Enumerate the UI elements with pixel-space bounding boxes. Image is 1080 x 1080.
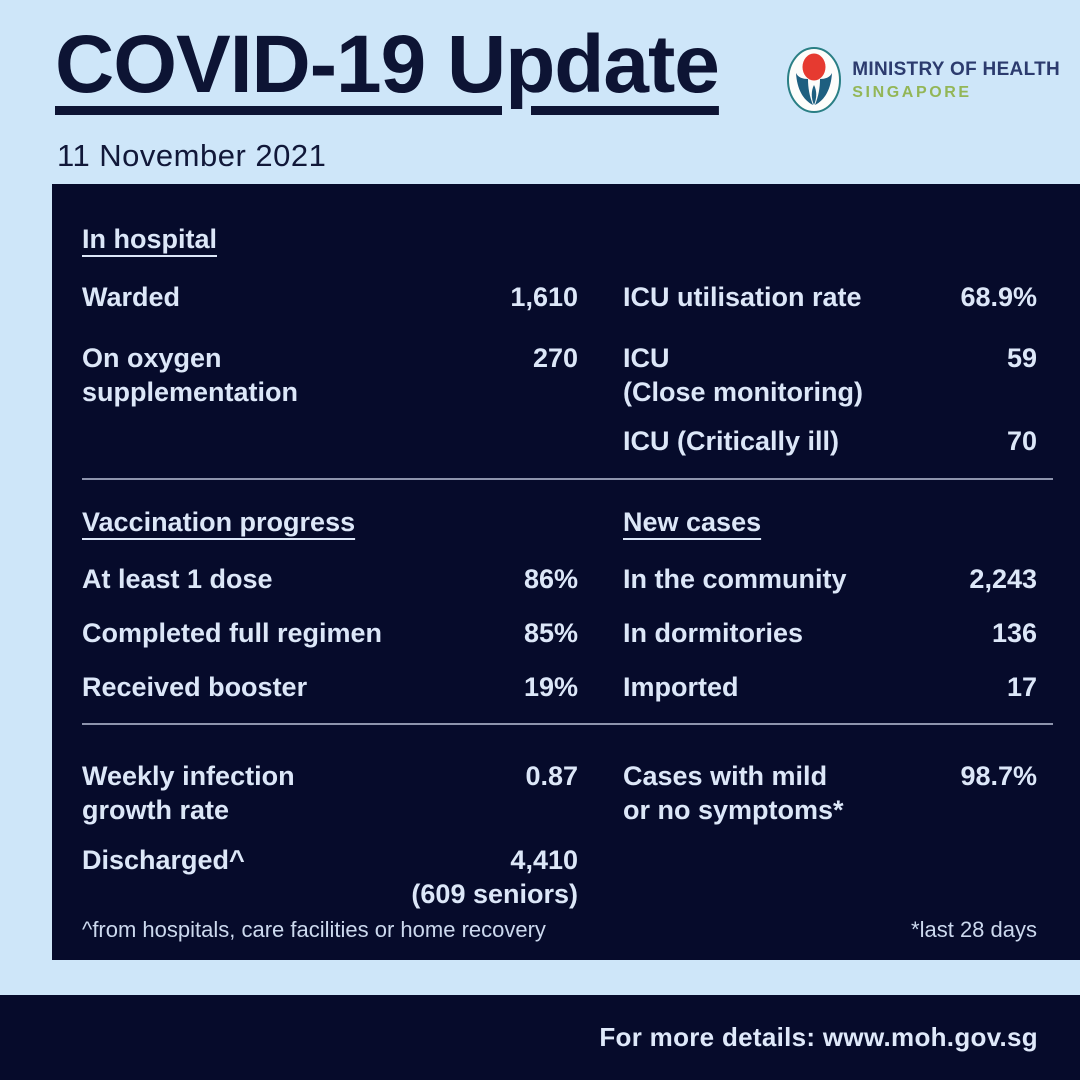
at-least-1-dose-label: At least 1 dose	[82, 564, 273, 594]
icu-utilisation-value: 68.9%	[960, 282, 1037, 312]
icu-critical-value: 70	[1006, 426, 1037, 456]
moh-logo: MINISTRY OF HEALTH SINGAPORE	[786, 46, 1060, 114]
report-date: 11 November 2021	[57, 138, 327, 173]
section-divider	[82, 723, 1053, 725]
moh-flower-icon	[787, 47, 842, 113]
moh-org-name: MINISTRY OF HEALTH	[852, 58, 1060, 80]
mild-symptoms-label: Cases with mild or no symptoms*	[623, 761, 844, 825]
in-hospital-heading: In hospital	[82, 224, 217, 254]
last-28-days-footnote: *last 28 days	[911, 917, 1037, 942]
discharged-label: Discharged^	[82, 845, 245, 875]
discharged-value: 4,410 (609 seniors)	[411, 845, 578, 909]
oxygen-value: 270	[532, 343, 578, 373]
stat-row-booster-imported: Received booster 19% Imported 17	[82, 670, 1037, 704]
warded-label: Warded	[82, 282, 181, 312]
more-details-text: For more details: www.moh.gov.sg	[599, 1022, 1038, 1052]
header: COVID-19 Update 11 November 2021 MINISTR…	[0, 0, 1080, 184]
stat-row-oxygen-icu-close: On oxygen supplementation 270 ICU (Close…	[82, 341, 1037, 409]
at-least-1-dose-value: 86%	[523, 564, 578, 594]
imported-cases-label: Imported	[623, 672, 739, 702]
section-headings-row: Vaccination progress New cases	[82, 505, 1037, 539]
community-cases-value: 2,243	[969, 564, 1037, 594]
stat-row-discharged: Discharged^ 4,410 (609 seniors)	[82, 843, 1037, 911]
vaccination-heading: Vaccination progress	[82, 507, 356, 537]
full-regimen-label: Completed full regimen	[82, 618, 383, 648]
warded-value: 1,610	[510, 282, 578, 312]
icu-close-monitoring-label: ICU (Close monitoring)	[623, 343, 863, 407]
growth-rate-label: Weekly infection growth rate	[82, 761, 295, 825]
stat-row-growth-mild: Weekly infection growth rate 0.87 Cases …	[82, 759, 1037, 827]
section-divider	[82, 478, 1053, 480]
moh-country-name: SINGAPORE	[852, 83, 972, 101]
community-cases-label: In the community	[623, 564, 847, 594]
footer-bar: For more details: www.moh.gov.sg	[0, 995, 1080, 1080]
stat-row-dose1-community: At least 1 dose 86% In the community 2,2…	[82, 562, 1037, 596]
oxygen-label: On oxygen supplementation	[82, 343, 299, 407]
discharged-footnote: ^from hospitals, care facilities or home…	[82, 917, 546, 942]
dormitories-cases-label: In dormitories	[623, 618, 804, 648]
moh-logo-text: MINISTRY OF HEALTH SINGAPORE	[852, 59, 1060, 102]
mild-symptoms-value: 98.7%	[960, 761, 1037, 791]
imported-cases-value: 17	[1006, 672, 1037, 702]
stat-row-fullregimen-dorms: Completed full regimen 85% In dormitorie…	[82, 616, 1037, 650]
growth-rate-value: 0.87	[525, 761, 578, 791]
dormitories-cases-value: 136	[991, 618, 1037, 648]
section-in-hospital-heading-row: In hospital	[82, 222, 1037, 256]
stat-row-icu-critical: ICU (Critically ill) 70	[82, 424, 1037, 458]
new-cases-heading-cell: New cases	[623, 505, 863, 539]
stat-row-warded-icu-rate: Warded 1,610 ICU utilisation rate 68.9%	[82, 280, 1037, 314]
page-title: COVID-19 Update	[55, 19, 720, 110]
icu-utilisation-label: ICU utilisation rate	[623, 282, 862, 312]
stats-panel: In hospital Warded 1,610 ICU utilisation…	[52, 184, 1080, 960]
full-regimen-value: 85%	[523, 618, 578, 648]
icu-critical-label: ICU (Critically ill)	[623, 426, 840, 456]
vaccination-heading-cell: Vaccination progress	[82, 505, 402, 539]
footnotes-row: ^from hospitals, care facilities or home…	[82, 917, 1037, 943]
icu-close-monitoring-value: 59	[1006, 343, 1037, 373]
new-cases-heading: New cases	[623, 507, 762, 537]
booster-value: 19%	[523, 672, 578, 702]
booster-label: Received booster	[82, 672, 308, 702]
